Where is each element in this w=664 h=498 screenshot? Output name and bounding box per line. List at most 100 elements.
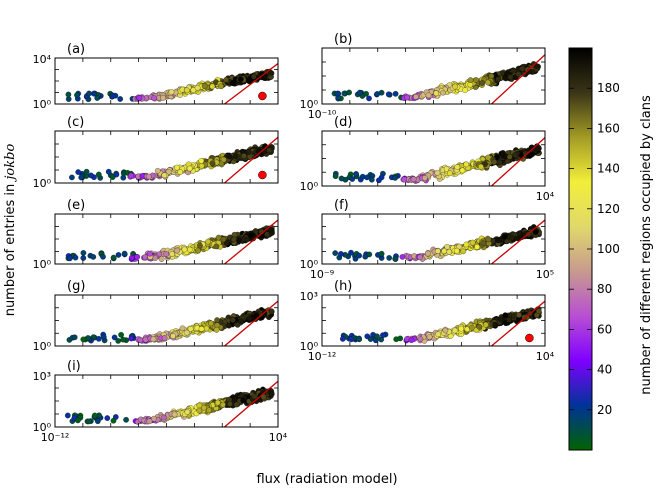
data-point: [374, 91, 381, 97]
data-point: [426, 334, 433, 340]
data-point: [332, 250, 339, 256]
data-point: [177, 169, 184, 175]
data-point: [91, 412, 98, 419]
data-point: [75, 169, 82, 175]
data-point: [201, 83, 208, 89]
data-point: [380, 332, 386, 339]
data-point: [446, 249, 453, 255]
data-point: [238, 318, 244, 325]
data-point: [145, 173, 152, 180]
data-point: [269, 230, 275, 236]
data-point: [85, 418, 92, 425]
data-point: [241, 153, 247, 159]
data-point: [244, 236, 250, 243]
data-point: [186, 165, 193, 172]
points-e: [65, 224, 275, 262]
y-axis-label-italic: jokbo: [3, 144, 18, 183]
data-point: [488, 73, 495, 79]
data-point: [454, 164, 461, 170]
data-point: [150, 336, 157, 343]
data-point: [444, 243, 451, 250]
y-max-tick-label: 10⁴: [33, 53, 52, 66]
data-point: [67, 255, 73, 262]
data-point: [434, 169, 441, 176]
data-point: [521, 314, 528, 321]
data-point: [234, 321, 241, 328]
data-point: [100, 334, 107, 340]
data-point: [151, 95, 157, 101]
data-point: [115, 338, 122, 344]
data-point: [194, 84, 201, 91]
data-point: [171, 411, 178, 418]
colorbar-tick-label: 40: [597, 363, 612, 377]
data-point: [232, 153, 239, 160]
data-point: [498, 316, 505, 323]
data-point: [120, 336, 126, 343]
data-point: [459, 167, 466, 174]
data-point: [214, 399, 221, 406]
data-point: [100, 253, 106, 260]
data-point: [364, 174, 370, 181]
panel-label: (h): [334, 279, 352, 294]
data-point: [399, 254, 406, 260]
data-point: [154, 167, 161, 174]
data-point: [368, 176, 375, 183]
x-max-tick-label: 10⁵: [536, 268, 554, 281]
data-point: [514, 235, 521, 242]
data-point: [338, 251, 344, 257]
points-d: [332, 143, 542, 184]
data-point: [240, 397, 247, 404]
colorbar-tick-label: 140: [597, 162, 620, 176]
data-point: [476, 323, 483, 330]
data-point: [95, 171, 102, 178]
data-point: [80, 336, 87, 343]
data-point: [515, 71, 522, 77]
panel-a: (a) 10⁰ 10⁴: [33, 42, 279, 111]
data-point: [404, 94, 411, 101]
data-point: [532, 229, 539, 235]
data-point: [168, 89, 175, 95]
panel-label: (e): [67, 198, 85, 213]
data-point: [491, 159, 498, 165]
data-point: [187, 326, 194, 332]
panel-label: (a): [67, 42, 85, 57]
data-point: [485, 79, 491, 86]
fit-line: [491, 54, 545, 104]
data-point: [64, 412, 71, 419]
data-point: [507, 74, 514, 80]
data-point: [264, 231, 270, 238]
data-point: [452, 83, 458, 90]
data-point: [179, 325, 186, 332]
data-point: [236, 237, 242, 243]
data-point: [231, 231, 238, 238]
data-point: [348, 249, 354, 256]
data-point: [353, 171, 359, 177]
data-point: [510, 68, 517, 74]
data-point: [251, 73, 257, 80]
data-point: [223, 76, 230, 83]
data-point: [526, 153, 533, 159]
data-point: [246, 315, 253, 322]
data-point: [349, 176, 356, 182]
data-point: [110, 417, 117, 424]
data-point: [184, 409, 191, 415]
panel-i: (i) 10⁰ 10³ 10⁻¹² 10⁴: [33, 359, 288, 444]
data-point: [401, 176, 408, 183]
data-point: [203, 325, 210, 332]
data-point: [195, 247, 201, 254]
y-axis-label: number of entries in jokbo: [3, 144, 18, 317]
data-point: [417, 254, 423, 261]
data-point: [506, 154, 513, 160]
data-point: [80, 250, 87, 256]
data-point: [209, 160, 216, 167]
data-point: [253, 312, 260, 319]
y-max-tick-label: 10³: [33, 370, 51, 383]
fit-line: [224, 300, 278, 346]
x-axis-label: flux (radiation model): [256, 472, 397, 487]
data-point: [165, 169, 172, 175]
points-c: [69, 143, 275, 181]
data-point: [152, 255, 159, 261]
data-point: [479, 80, 485, 86]
data-point: [535, 308, 542, 315]
